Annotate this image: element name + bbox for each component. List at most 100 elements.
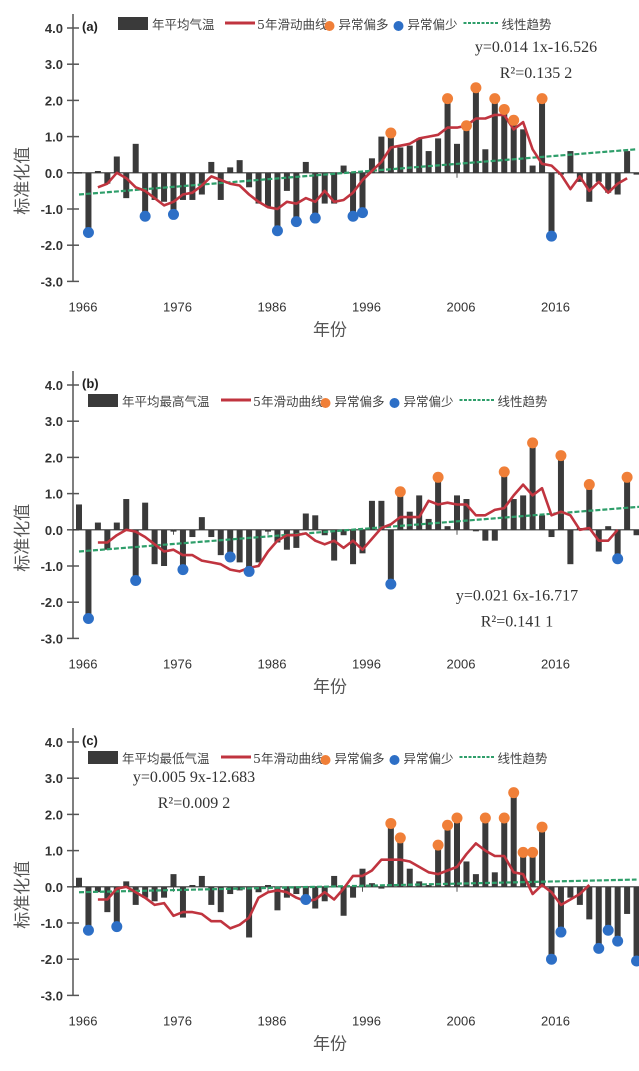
bar	[529, 442, 536, 530]
bar	[586, 172, 593, 202]
bar	[179, 529, 186, 570]
bar	[633, 172, 639, 175]
y-tick-label: 4.0	[45, 378, 63, 393]
r-squared: R²=0.141 1	[481, 613, 554, 630]
legend-low-swatch	[389, 398, 400, 408]
bar	[255, 529, 262, 563]
bar	[463, 499, 470, 530]
bar	[151, 529, 158, 565]
bar	[123, 881, 130, 887]
anomaly-low-marker	[612, 553, 624, 565]
legend-line-label: 5年滑动曲线	[257, 17, 328, 32]
anomaly-high-marker	[555, 450, 567, 462]
bar	[605, 886, 612, 931]
anomaly-low-marker	[177, 564, 189, 576]
x-tick-label: 1966	[69, 299, 98, 314]
bar	[94, 522, 101, 530]
bar	[605, 172, 612, 193]
bar	[368, 500, 375, 530]
legend-bar-swatch	[88, 751, 118, 764]
anomaly-high-marker	[442, 93, 454, 105]
bar	[142, 172, 149, 217]
bar	[586, 484, 593, 530]
bar	[529, 165, 536, 173]
bar	[265, 172, 271, 208]
bar	[76, 504, 82, 530]
bar	[567, 151, 574, 173]
bar	[132, 886, 139, 905]
bar	[246, 529, 253, 572]
bar	[321, 172, 328, 204]
legend: 年平均气温 5年滑动曲线 异常偏多 异常偏少 线性趋势	[118, 17, 552, 32]
y-tick-label: 3.0	[45, 414, 63, 429]
legend: 年平均最高气温 5年滑动曲线 异常偏多 异常偏少 线性趋势	[88, 394, 548, 409]
bar	[539, 515, 546, 530]
bar	[198, 517, 205, 530]
bar	[161, 529, 168, 566]
bar	[529, 852, 536, 887]
bar	[255, 172, 262, 204]
bar	[85, 886, 92, 931]
bar	[123, 499, 130, 530]
r-squared: R²=0.009 2	[158, 795, 231, 812]
bar	[274, 886, 281, 911]
bar	[208, 529, 215, 538]
x-tick-label: 1996	[352, 1013, 381, 1028]
anomaly-high-marker	[451, 812, 463, 824]
anomaly-high-marker	[527, 846, 539, 858]
chart-panel-c: 4.0 3.0 2.0 1.0 0.0 -1.0 -2.0 -3.0 1966 1976 1986 1…	[13, 728, 639, 1054]
bar	[151, 172, 158, 200]
bar	[198, 875, 205, 887]
anomaly-high-marker	[432, 471, 444, 483]
bar	[557, 455, 564, 530]
bar	[435, 138, 442, 173]
anomaly-high-marker	[498, 812, 510, 824]
anomaly-low-marker	[139, 210, 151, 222]
x-tick-label: 2016	[541, 1013, 570, 1028]
anomaly-low-marker	[82, 924, 94, 936]
legend-low-label: 异常偏少	[404, 394, 454, 409]
anomaly-high-marker	[621, 471, 633, 483]
chart-panel-b: 4.0 3.0 2.0 1.0 0.0 -1.0 -2.0 -3.0 1966 1976 1986 1…	[13, 371, 639, 697]
bar	[454, 495, 460, 530]
y-tick-label: 1.0	[45, 487, 63, 502]
panel-label: (a)	[82, 19, 98, 34]
bar	[217, 529, 224, 556]
bar	[331, 529, 338, 561]
bar	[227, 167, 234, 173]
x-tick-label: 2006	[447, 299, 476, 314]
anomaly-low-marker	[593, 942, 605, 954]
anomaly-high-marker	[470, 82, 482, 94]
x-tick-label: 1976	[163, 1013, 192, 1028]
x-axis-title: 年份	[313, 1034, 347, 1054]
bar	[624, 477, 631, 530]
bar	[510, 792, 517, 887]
bar	[501, 471, 508, 530]
bar	[113, 886, 120, 927]
bar	[189, 529, 196, 538]
anomaly-high-marker	[442, 819, 454, 831]
bar	[472, 529, 479, 532]
bar	[236, 886, 243, 891]
legend-low-label: 异常偏少	[404, 751, 454, 766]
bar	[104, 529, 111, 550]
bar	[94, 170, 101, 173]
bar	[416, 495, 423, 530]
bar	[113, 156, 120, 173]
moving-average-line	[97, 113, 628, 211]
bar	[510, 499, 517, 530]
bar	[425, 884, 432, 887]
legend-trend-label: 线性趋势	[498, 751, 549, 766]
x-tick-label: 1976	[163, 299, 192, 314]
y-axis-title: 标准化值	[13, 504, 33, 572]
bar	[491, 529, 498, 541]
anomaly-high-marker	[508, 114, 520, 126]
legend-bar-label: 年平均气温	[152, 17, 215, 32]
bar	[463, 125, 470, 173]
bar	[132, 143, 139, 173]
bar	[557, 886, 564, 933]
anomaly-low-marker	[111, 921, 123, 933]
anomaly-high-marker	[517, 846, 529, 858]
y-tick-label: -1.0	[41, 916, 63, 931]
bar	[340, 529, 347, 536]
